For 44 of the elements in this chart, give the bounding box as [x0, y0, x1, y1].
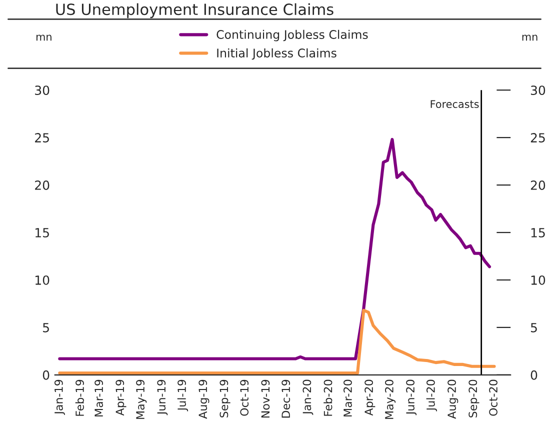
- y-tick-label: 10: [36, 275, 50, 285]
- y-tick-label: 0: [42, 370, 50, 380]
- x-tick-label: Aug-20: [448, 380, 458, 419]
- y2-tick-label: 15: [531, 228, 545, 238]
- x-tick-label: Jun-20: [406, 380, 417, 416]
- x-tick-label: Mar-20: [344, 380, 352, 416]
- y2-tick-label: 5: [530, 323, 537, 332]
- x-tick-label: Apr-19: [116, 380, 126, 416]
- ref-line-label: Forecasts: [430, 100, 479, 108]
- x-tick-label: Nov-19: [261, 380, 270, 418]
- y2-tick-label: 25: [530, 133, 545, 142]
- y-tick-label: 30: [35, 86, 50, 96]
- line-series: [58, 138, 492, 360]
- x-tick-label: Jan-19: [54, 380, 65, 415]
- x-tick-label: May-19: [136, 380, 147, 419]
- y2-axis-title: mn: [522, 34, 538, 41]
- y-tick-label: 15: [36, 228, 49, 238]
- x-tick-label: Jul-19: [177, 380, 188, 412]
- x-tick-label: Mar-19: [94, 380, 104, 416]
- x-tick-label: Jun-19: [157, 380, 168, 416]
- x-tick-label: Feb-19: [75, 380, 84, 416]
- y2-tick-label: 20: [530, 180, 546, 190]
- y-axis-title: mn: [36, 34, 52, 41]
- x-tick-label: Jul-20: [426, 380, 437, 412]
- legend-label: Continuing Jobless Claims: [216, 30, 368, 42]
- x-tick-label: Sep-20: [468, 380, 480, 418]
- x-tick-label: Oct-20: [489, 380, 498, 416]
- y-tick-label: 20: [35, 180, 50, 190]
- y2-tick-label: 0: [530, 370, 538, 380]
- y2-tick-label: 10: [531, 275, 546, 285]
- line-series: [58, 308, 496, 375]
- chart-title: US Unemployment Insurance Claims: [56, 3, 334, 18]
- x-tick-label: Feb-20: [324, 380, 332, 416]
- x-tick-label: Jan-20: [302, 380, 314, 415]
- y-tick-label: 25: [35, 133, 49, 142]
- legend-label: Initial Jobless Claims: [217, 48, 336, 60]
- x-tick-label: Oct-19: [240, 380, 249, 416]
- x-tick-label: Dec-19: [282, 380, 290, 418]
- x-tick-label: Apr-20: [364, 380, 376, 416]
- x-tick-label: May-20: [385, 380, 396, 419]
- y2-tick-label: 30: [530, 86, 546, 96]
- x-tick-label: Sep-19: [220, 380, 230, 418]
- y-tick-label: 5: [43, 323, 49, 332]
- x-tick-label: Aug-19: [198, 380, 210, 419]
